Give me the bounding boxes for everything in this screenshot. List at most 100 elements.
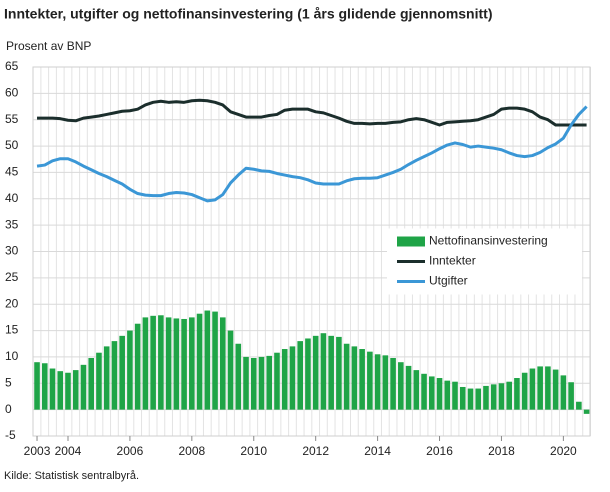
bar — [390, 357, 396, 410]
x-tick-label: 2008 — [178, 444, 205, 458]
bar — [312, 335, 319, 410]
grid: -5 0 5 10 15 20 25 30 35 40 45 50 55 60 65 2003 2004 2006… — [5, 59, 591, 458]
bar — [506, 381, 512, 410]
y-tick-label: 55 — [5, 112, 19, 126]
bar — [367, 351, 373, 410]
bar — [127, 330, 133, 410]
bar — [452, 381, 458, 410]
bar — [398, 362, 404, 410]
bar — [413, 370, 420, 410]
bar — [537, 366, 543, 410]
x-tick-label: 2018 — [488, 444, 515, 458]
bar — [142, 317, 149, 410]
marks — [34, 98, 590, 414]
bar — [111, 341, 118, 410]
bar — [119, 335, 125, 410]
source: Kilde: Statistisk sentralbyrå. — [4, 470, 139, 482]
bar — [258, 356, 265, 410]
bar — [173, 318, 180, 410]
y-tick-label: 15 — [5, 323, 19, 337]
bar — [274, 352, 280, 410]
bar — [134, 323, 141, 410]
y-tick-label: 60 — [5, 86, 19, 100]
bar — [529, 368, 536, 410]
bar — [250, 357, 257, 410]
bar — [181, 318, 187, 410]
bar — [568, 382, 574, 410]
line — [36, 105, 588, 203]
bar — [72, 370, 79, 410]
bar — [96, 352, 102, 410]
bar — [405, 365, 412, 410]
bar — [428, 376, 435, 410]
bar — [374, 354, 381, 410]
y-tick-label: 10 — [5, 349, 19, 363]
bar — [490, 384, 497, 410]
bar — [165, 317, 172, 410]
bar — [583, 409, 590, 414]
legend: Nettofinansinvestering Inntekter Utgifter — [387, 228, 582, 295]
chart-title: Inntekter, utgifter og nettofinansinvest… — [4, 6, 493, 22]
legend-label: Utgifter — [429, 274, 468, 288]
bar — [41, 363, 48, 410]
y-tick-label: 40 — [5, 191, 19, 205]
bar — [459, 386, 466, 410]
bar — [150, 315, 156, 410]
bar — [359, 349, 365, 410]
bar — [320, 333, 327, 410]
bar — [266, 355, 273, 410]
y-tick-label: 20 — [5, 296, 19, 310]
bar — [521, 372, 528, 410]
bar — [80, 364, 87, 410]
bar — [436, 378, 443, 410]
x-tick-label: 2020 — [550, 444, 577, 458]
bar — [243, 356, 249, 410]
y-tick-label: 25 — [5, 270, 19, 284]
y-tick-label: 35 — [5, 217, 19, 231]
bar — [57, 371, 64, 410]
bar — [576, 401, 582, 410]
bar — [305, 338, 311, 410]
x-tick-label: 2010 — [240, 444, 267, 458]
bar — [196, 313, 203, 410]
bar — [467, 388, 474, 410]
bar — [514, 378, 520, 410]
bar — [297, 341, 303, 410]
bar — [65, 372, 71, 410]
plot-frame — [32, 66, 591, 437]
bar — [158, 315, 164, 410]
bar — [219, 317, 226, 410]
bar — [552, 369, 559, 410]
bar — [189, 317, 195, 410]
y-tick-label: 0 — [5, 402, 12, 416]
y-tick-label: 65 — [5, 59, 19, 73]
y-tick-label: 50 — [5, 138, 19, 152]
bar — [204, 310, 211, 410]
bar — [475, 388, 482, 410]
x-tick-label: 2006 — [117, 444, 144, 458]
bar — [483, 385, 489, 410]
y-tick-label: 45 — [5, 165, 19, 179]
line — [37, 98, 587, 127]
bar — [212, 311, 218, 410]
y-axis-label: Prosent av BNP — [6, 39, 91, 53]
bar — [444, 380, 451, 410]
x-tick-label: 2004 — [55, 444, 82, 458]
legend-swatch — [397, 236, 425, 247]
x-tick-label: 2014 — [364, 444, 391, 458]
bar — [351, 346, 358, 410]
bar — [227, 330, 234, 410]
bar — [421, 373, 427, 410]
legend-label: Inntekter — [429, 254, 476, 268]
bar — [235, 343, 242, 410]
bar — [545, 366, 551, 410]
bar — [88, 357, 95, 410]
bar — [328, 335, 334, 410]
bar — [103, 346, 110, 410]
bar — [49, 368, 56, 410]
bar — [281, 349, 288, 410]
y-tick-label: 5 — [5, 375, 12, 389]
bar — [289, 346, 296, 410]
